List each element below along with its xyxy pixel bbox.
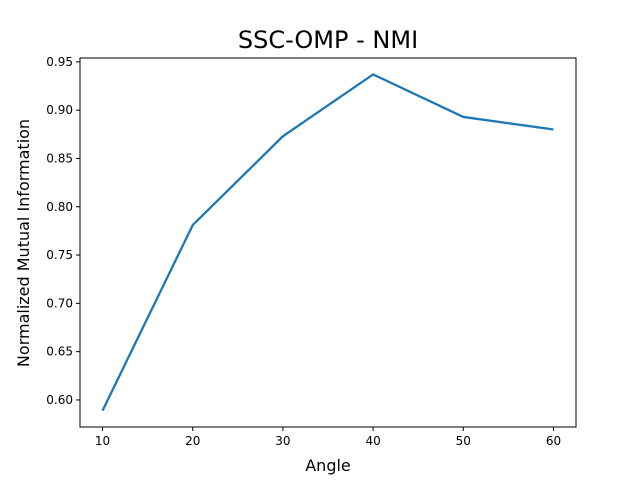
- x-tick-label: 30: [275, 434, 290, 448]
- plot-frame: [79, 57, 577, 428]
- y-tick-label: 0.75: [46, 248, 73, 262]
- y-tick-label: 0.80: [46, 200, 73, 214]
- chart-title: SSC-OMP - NMI: [238, 26, 418, 54]
- y-tick-label: 0.90: [46, 103, 73, 117]
- series-layer: [101, 73, 554, 412]
- y-axis-label: Normalized Mutual Information: [14, 119, 33, 367]
- y-tick-label: 0.60: [46, 393, 73, 407]
- series-line: [101, 73, 554, 412]
- x-tick-label: 60: [546, 434, 561, 448]
- x-tick-label: 10: [95, 434, 110, 448]
- x-tick-label: 50: [456, 434, 471, 448]
- y-axis-ticks: 0.60 0.65 0.70 0.75 0.80 0.85 0.90 0.95: [46, 55, 80, 407]
- x-axis-ticks: 10 20 30 40 50 60: [95, 427, 561, 448]
- x-tick-label: 40: [365, 434, 380, 448]
- x-axis-label: Angle: [305, 456, 351, 475]
- y-tick-label: 0.95: [46, 55, 73, 69]
- y-tick-label: 0.70: [46, 296, 73, 310]
- x-tick-label: 20: [185, 434, 200, 448]
- y-tick-label: 0.65: [46, 345, 73, 359]
- y-tick-label: 0.85: [46, 151, 73, 165]
